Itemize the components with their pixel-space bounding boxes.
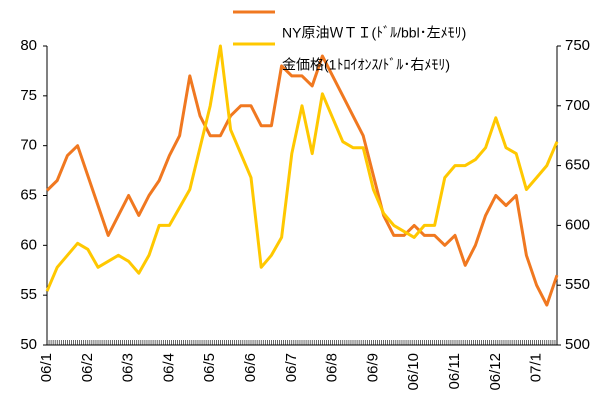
y2-tick-label: 750	[565, 37, 590, 54]
y-tick-label: 55	[20, 286, 37, 303]
x-tick-label: 06/9	[364, 353, 381, 382]
y-tick-label: 65	[20, 186, 37, 203]
x-tick-label: 06/10	[405, 353, 422, 391]
x-tick-label: 06/1	[38, 353, 55, 382]
y2-tick-label: 600	[565, 216, 590, 233]
x-tick-label: 06/11	[446, 353, 463, 389]
x-tick-label: 06/3	[120, 353, 137, 382]
line-series	[45, 44, 559, 292]
x-tick-label: 06/8	[324, 353, 341, 382]
x-tick-label: 06/2	[79, 353, 96, 382]
y-tick-label: 70	[20, 137, 37, 154]
legend-label: NY原油ＷＴＩ(ﾄﾞﾙ/bbl･左ﾒﾓﾘ)	[282, 25, 466, 41]
line-series	[45, 54, 559, 307]
y2-tick-label: 500	[565, 336, 590, 353]
y-tick-label: 80	[20, 37, 37, 54]
x-tick-label: 06/6	[242, 353, 259, 382]
y-tick-label: 75	[20, 87, 37, 104]
x-tick-label: 06/7	[283, 353, 300, 382]
x-tick-label: 07/1	[528, 353, 545, 382]
y2-tick-label: 650	[565, 157, 590, 174]
x-tick-label: 06/5	[201, 353, 218, 382]
x-tick-label: 06/12	[487, 353, 504, 391]
y2-tick-label: 550	[565, 276, 590, 293]
y-tick-label: 60	[20, 236, 37, 253]
y-tick-label: 50	[20, 336, 37, 353]
y2-tick-label: 700	[565, 97, 590, 114]
x-tick-label: 06/4	[160, 353, 177, 382]
legend-label: 金価格(1ﾄﾛｲｵﾝｽ/ﾄﾞﾙ･右ﾒﾓﾘ)	[282, 57, 450, 73]
